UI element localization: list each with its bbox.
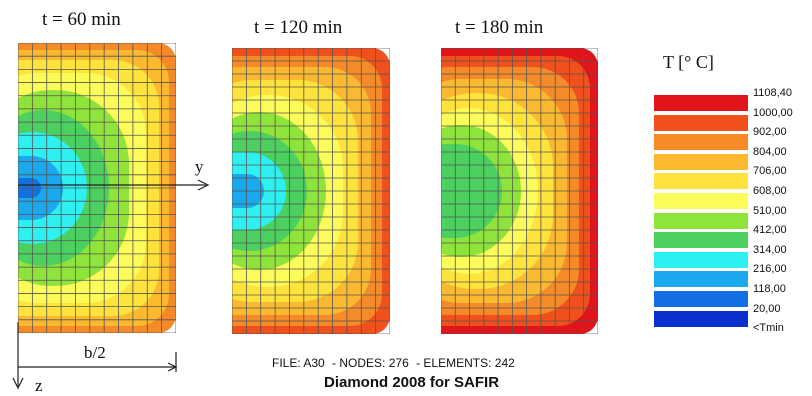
legend-swatch [654, 134, 748, 151]
plot-180min-svg [441, 48, 598, 334]
half-width-label: b/2 [84, 343, 106, 362]
legend-level-label: <Tmin [753, 322, 784, 335]
plot-60min-svg [18, 43, 176, 333]
legend-swatch [654, 291, 748, 307]
legend-level-label: 804,00 [753, 145, 787, 158]
z-axis-arrow-icon [12, 377, 24, 390]
panel-3-time-label: t = 180 min [455, 17, 544, 38]
legend-swatch [654, 95, 748, 111]
legend-swatch [654, 114, 748, 131]
legend-level-label: 902,00 [753, 126, 787, 139]
legend-level-label: 412,00 [753, 224, 787, 237]
legend-swatch [654, 310, 748, 327]
y-axis-label: y [195, 157, 204, 176]
z-axis-label: z [35, 376, 43, 395]
file-name: FILE: A30 [272, 356, 325, 370]
legend-level-label: 608,00 [753, 185, 787, 197]
plot-120min-svg [232, 48, 390, 334]
panel-1-time-label: t = 60 min [42, 9, 121, 30]
legend-swatch [654, 193, 748, 209]
legend-swatch [654, 251, 748, 268]
legend-swatch [654, 153, 748, 170]
legend-swatch [654, 212, 748, 229]
temperature-contour-plot-120min [232, 48, 390, 334]
legend-level-label: 216,00 [753, 263, 787, 276]
dimension-arrow-icon [167, 362, 178, 372]
legend-swatch [654, 271, 748, 288]
legend-level-label: 314,00 [753, 243, 787, 256]
legend-level-label: 1108,40 [753, 87, 792, 99]
legend-level-label: 1000,00 [753, 106, 793, 119]
temperature-contour-plot-60min [18, 43, 176, 333]
element-count: - ELEMENTS: 242 [416, 356, 515, 370]
legend-level-label: 118,00 [753, 283, 786, 295]
legend-swatch [654, 173, 748, 190]
legend-level-label: 20,00 [753, 302, 781, 315]
legend-swatch [654, 232, 748, 249]
file-info-line: FILE: A30 - NODES: 276 - ELEMENTS: 242 [272, 356, 519, 370]
temperature-contour-plot-180min [441, 48, 598, 334]
panel-2-time-label: t = 120 min [254, 17, 343, 38]
node-count: - NODES: 276 [332, 356, 409, 370]
legend-title: T [° C] [663, 52, 714, 72]
y-axis-arrow-icon [197, 179, 210, 191]
legend-level-label: 510,00 [753, 204, 787, 217]
software-label: Diamond 2008 for SAFIR [324, 374, 500, 391]
legend-level-label: 706,00 [753, 165, 787, 178]
